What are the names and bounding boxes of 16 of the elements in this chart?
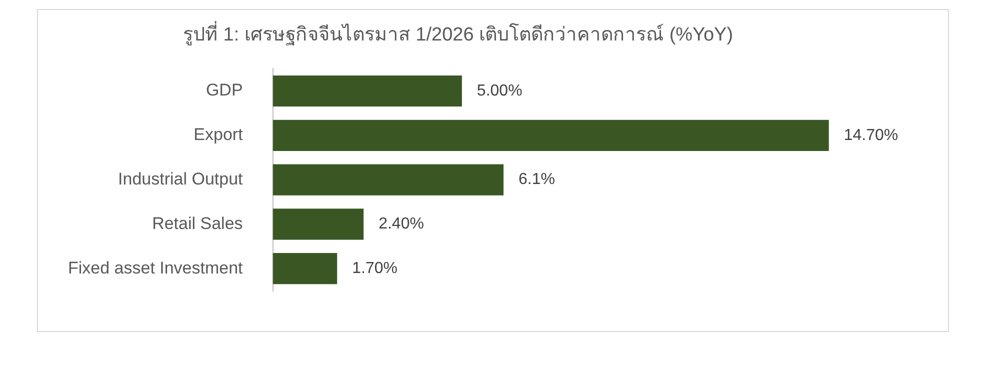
data-label: 5.00% <box>476 82 522 100</box>
y-tick-label: GDP <box>206 80 243 100</box>
data-label: 1.70% <box>352 260 398 278</box>
y-tick-label: Export <box>194 125 244 144</box>
data-label: 2.40% <box>378 216 424 233</box>
data-label: 14.70% <box>844 126 898 144</box>
bar <box>272 120 829 151</box>
y-tick-label: Fixed asset Investment <box>68 258 244 278</box>
chart-title: รูปที่ 1: เศรษฐกิจจีนไตรมาส 1/2026 เติบโตดีกว่าคาดการณ์ (%YoY) <box>182 20 734 46</box>
bar <box>272 75 462 107</box>
y-tick-label: Retail Sales <box>152 214 243 233</box>
y-tick-label: Industrial Output <box>118 169 244 188</box>
bar <box>272 164 504 196</box>
bar <box>272 208 364 240</box>
data-label: 6.1% <box>518 171 555 188</box>
bar <box>272 253 338 284</box>
